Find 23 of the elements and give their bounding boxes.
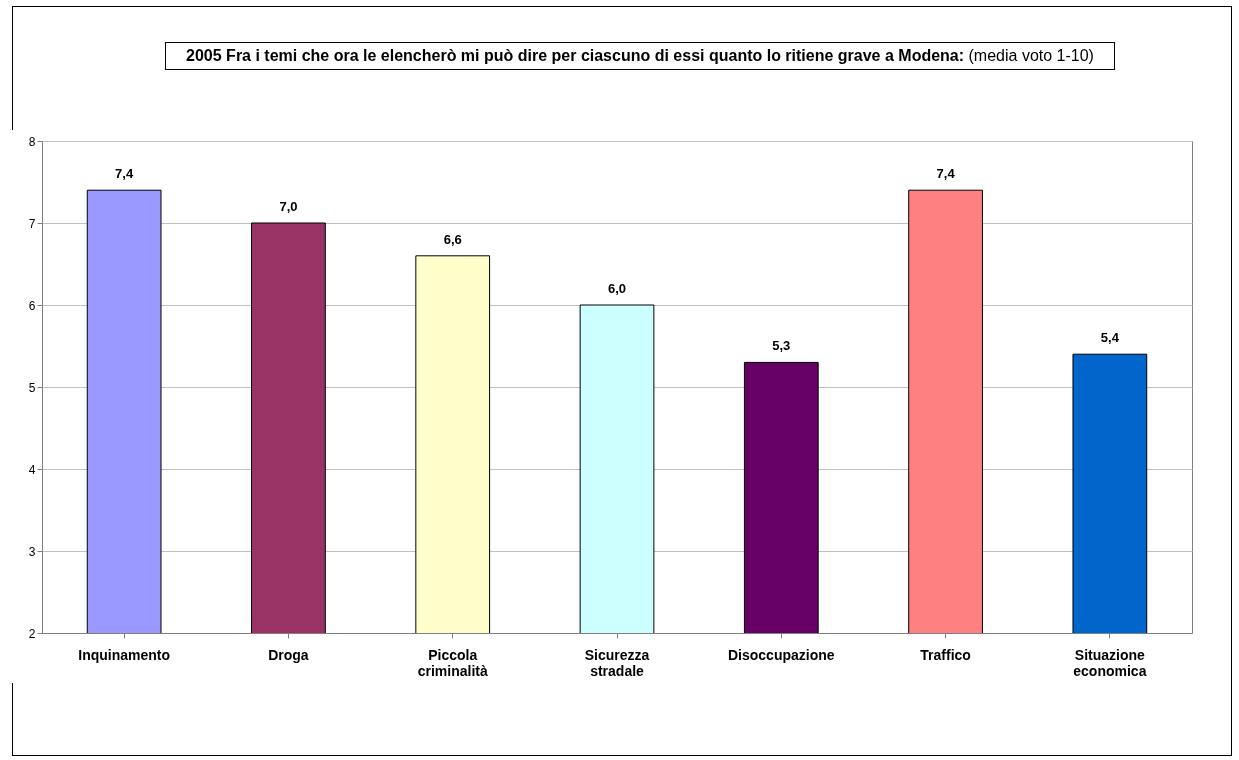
y-tick-label: 3 [28,544,36,559]
y-tick-label: 6 [28,298,36,313]
data-label: 7,0 [279,199,298,214]
x-tick-label: Piccola criminalità [417,646,488,679]
x-tick-label: Inquinamento [78,646,171,663]
x-tick-label: Traffico [920,646,971,663]
x-tick-label: Droga [268,646,309,663]
y-tick-label: 8 [28,134,36,149]
y-tick-label: 2 [28,626,36,641]
data-label: 5,4 [1100,330,1120,346]
x-tick-label: Sicurezza stradale [584,646,650,679]
data-label: 7,4 [936,166,956,182]
y-tick-label: 5 [28,380,36,395]
data-label: 5,3 [772,338,791,354]
data-label: 6,6 [443,231,462,247]
chart-subtitle: (media voto 1-10) [968,47,1094,64]
y-tick-label: 4 [28,462,36,477]
x-tick-label: Disoccupazione [727,646,835,663]
x-tick-label: Situazione economica [1073,646,1147,679]
data-label: 7,4 [115,166,134,182]
data-label: 6,0 [607,281,627,296]
chart-title: 2005 Fra i temi che ora le elencherò mi può dire per ciascuno di essi quanto lo ritiene grave a Modena: [186,47,965,64]
y-tick-label: 7 [28,216,36,231]
